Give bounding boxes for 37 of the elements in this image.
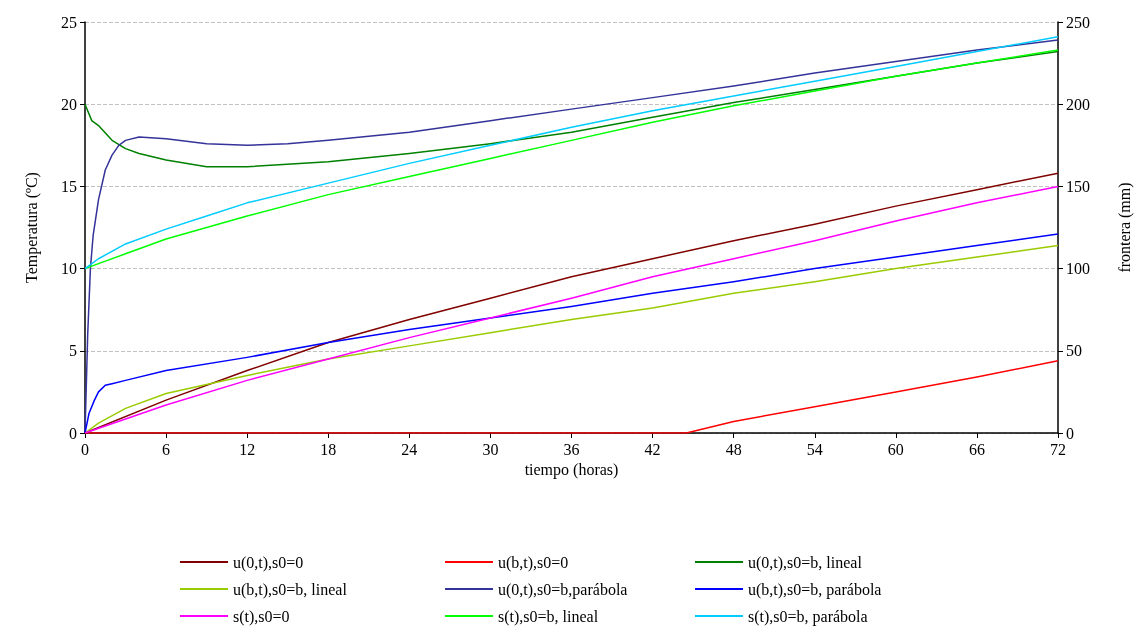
- y-tick-label: 15: [61, 177, 77, 195]
- y2-tick-label: 50: [1066, 342, 1082, 360]
- legend-label: u(b,t),s0=b, lineal: [233, 580, 348, 599]
- x-tick-label: 30: [482, 440, 499, 458]
- legend-label: s(t),s0=b, lineal: [498, 607, 599, 626]
- legend-label: u(0,t),s0=0: [233, 553, 304, 572]
- x-tick-label: 0: [81, 440, 89, 458]
- y2-tick-label: 200: [1066, 95, 1090, 113]
- y-tick-label: 0: [69, 424, 77, 442]
- x-tick-label: 12: [239, 440, 256, 458]
- y2-tick-label: 0: [1066, 424, 1074, 442]
- y2-tick-label: 100: [1066, 260, 1090, 278]
- x-tick-label: 18: [320, 440, 337, 458]
- y-tick-label: 20: [61, 95, 77, 113]
- legend-label: u(0,t),s0=b, lineal: [748, 553, 863, 572]
- y-axis-title: Temperatura (ºC): [22, 172, 41, 283]
- legend-label: u(b,t),s0=b, parábola: [748, 580, 882, 599]
- y2-axis-title: frontera (mm): [1115, 182, 1134, 273]
- y2-tick-label: 150: [1066, 177, 1090, 195]
- x-tick-label: 48: [725, 440, 742, 458]
- y-tick-label: 10: [61, 260, 77, 278]
- x-tick-label: 42: [644, 440, 661, 458]
- y2-tick-label: 250: [1066, 13, 1090, 31]
- x-tick-label: 6: [162, 440, 171, 458]
- x-tick-label: 60: [887, 440, 904, 458]
- x-tick-label: 54: [806, 440, 823, 458]
- x-tick-label: 72: [1050, 440, 1066, 458]
- legend-label: s(t),s0=b, parábola: [748, 607, 868, 626]
- y-tick-label: 25: [61, 13, 77, 31]
- legend-label: s(t),s0=0: [233, 607, 290, 626]
- y-tick-label: 5: [69, 342, 77, 360]
- x-tick-label: 36: [563, 440, 580, 458]
- x-tick-label: 24: [401, 440, 418, 458]
- x-tick-label: 66: [968, 440, 985, 458]
- legend-label: u(b,t),s0=0: [498, 553, 569, 572]
- x-axis-title: tiempo (horas): [524, 461, 619, 480]
- legend-label: u(0,t),s0=b,parábola: [498, 580, 628, 599]
